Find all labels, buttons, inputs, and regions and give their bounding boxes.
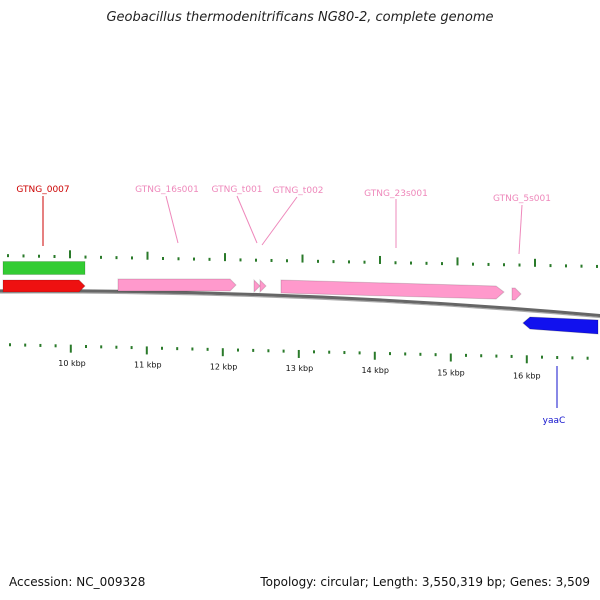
backbone-group — [0, 289, 600, 319]
label-gtng-0007: GTNG_0007 — [16, 185, 69, 195]
gtng-23s001-rna — [280, 279, 505, 300]
label-gtng-t001: GTNG_t001 — [211, 185, 262, 195]
feature-labels: GTNG_0007 GTNG_16s001 GTNG_t001 GTNG_t002 GT… — [16, 185, 565, 426]
feature-group — [2, 261, 599, 335]
leader-gtng-5s001 — [518, 204, 523, 255]
leader-gtng-t002 — [261, 196, 298, 246]
bottom-tick-row — [9, 343, 589, 364]
label-yaac: yaaC — [543, 416, 566, 426]
top-tick-row — [7, 250, 598, 268]
gene-green-bar — [2, 261, 86, 275]
gtng-5s001-rna — [511, 287, 522, 301]
tick-label: 16 kbp — [513, 372, 541, 381]
tick-label: 15 kbp — [437, 369, 465, 378]
gtng-t002-rna — [259, 278, 267, 294]
backbone-line — [0, 289, 600, 318]
leader-gtng-16s001 — [165, 195, 179, 244]
tick-label: 10 kbp — [58, 359, 86, 368]
leader-gtng-t001 — [236, 195, 258, 244]
genome-stats-text: Topology: circular; Length: 3,550,319 bp… — [260, 575, 590, 589]
gtng-16s001-rna — [117, 278, 237, 292]
accession-text: Accession: NC_009328 — [9, 575, 146, 589]
tick-label: 14 kbp — [361, 366, 389, 375]
label-gtng-23s001: GTNG_23s001 — [364, 189, 428, 199]
gtng-0007-cds — [2, 279, 86, 293]
label-leaders — [42, 195, 558, 408]
backbone-shadow — [0, 292, 600, 319]
gtng-t001-rna — [253, 278, 261, 294]
yaac-cds — [522, 316, 599, 335]
tick-label-row: 10 kbp 11 kbp 12 kbp 13 kbp 14 kbp 15 kbp 16 k… — [58, 359, 540, 381]
map-title: Geobacillus thermodenitrificans NG80-2, … — [106, 10, 494, 25]
label-gtng-t002: GTNG_t002 — [272, 186, 323, 196]
tick-label: 12 kbp — [210, 362, 238, 371]
tick-label: 11 kbp — [134, 361, 162, 370]
tick-label: 13 kbp — [286, 364, 314, 373]
label-gtng-5s001: GTNG_5s001 — [493, 194, 551, 204]
label-gtng-16s001: GTNG_16s001 — [135, 185, 199, 195]
